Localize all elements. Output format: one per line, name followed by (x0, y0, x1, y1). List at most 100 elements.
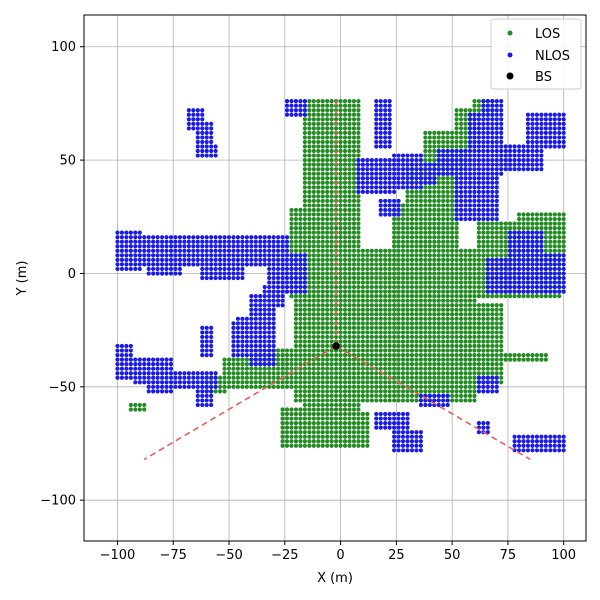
los-point (427, 221, 432, 226)
los-point (508, 221, 513, 226)
nlos-point (490, 262, 495, 267)
nlos-point (463, 162, 468, 167)
los-point (427, 275, 432, 281)
los-point (383, 275, 388, 281)
los-point (400, 298, 406, 303)
nlos-point (521, 257, 526, 262)
los-point (445, 371, 450, 376)
nlos-point (195, 239, 200, 244)
nlos-point (441, 153, 446, 158)
los-point (441, 384, 446, 389)
nlos-point (213, 266, 218, 272)
los-point (329, 294, 334, 299)
nlos-point (490, 162, 495, 167)
nlos-point (267, 334, 272, 340)
los-point (316, 384, 321, 389)
nlos-point (151, 253, 156, 258)
los-point (530, 216, 535, 222)
los-point (481, 221, 486, 226)
los-point (436, 380, 441, 385)
nlos-point (200, 334, 205, 340)
los-point (396, 239, 401, 244)
nlos-point (267, 262, 272, 267)
los-point (450, 321, 455, 326)
los-point (356, 348, 361, 353)
nlos-point (396, 153, 401, 158)
los-point (405, 189, 410, 194)
nlos-point (177, 253, 183, 258)
los-point (240, 371, 245, 376)
los-point (441, 212, 446, 217)
x-tick-label: 0 (336, 548, 344, 563)
los-point (476, 226, 482, 231)
los-point (342, 352, 348, 358)
los-point (458, 375, 464, 380)
los-point (298, 307, 303, 312)
los-point (334, 416, 339, 421)
nlos-point (240, 334, 245, 340)
los-point (400, 235, 406, 240)
los-point (311, 298, 316, 303)
los-point (454, 357, 459, 362)
los-point (307, 339, 312, 344)
los-point (432, 343, 437, 349)
los-point (472, 280, 477, 285)
los-point (432, 198, 437, 204)
nlos-point (472, 162, 477, 167)
nlos-point (525, 135, 531, 140)
nlos-point (378, 171, 383, 176)
los-point (365, 348, 370, 353)
nlos-point (240, 348, 245, 353)
los-point (320, 198, 325, 204)
los-point (383, 307, 388, 312)
los-point (347, 411, 352, 417)
los-point (396, 230, 401, 235)
los-point (392, 343, 397, 349)
nlos-point (298, 257, 303, 262)
los-point (383, 248, 388, 253)
los-point (427, 135, 432, 140)
nlos-point (159, 239, 165, 244)
los-point (427, 366, 432, 371)
los-point (284, 407, 290, 412)
los-point (347, 203, 352, 208)
los-point (302, 248, 307, 253)
los-point (409, 221, 415, 226)
nlos-point (258, 248, 263, 253)
los-point (360, 280, 365, 285)
los-point (503, 253, 508, 258)
los-point (383, 380, 388, 385)
nlos-point (182, 371, 187, 376)
los-point (445, 262, 450, 267)
los-point (342, 289, 348, 294)
los-point (311, 162, 316, 167)
los-point (396, 321, 401, 326)
los-point (311, 407, 316, 412)
los-point (472, 384, 477, 389)
nlos-point (209, 244, 214, 249)
los-point (325, 153, 330, 158)
nlos-point (155, 371, 160, 376)
nlos-point (516, 244, 522, 249)
nlos-point (396, 434, 401, 439)
los-point (423, 148, 428, 154)
los-point (512, 294, 517, 299)
nlos-point (396, 439, 401, 444)
los-point (329, 434, 334, 439)
los-point (441, 280, 446, 285)
nlos-point (200, 248, 205, 253)
nlos-point (195, 393, 200, 398)
los-point (454, 312, 459, 317)
los-point (383, 316, 388, 321)
los-point (325, 189, 330, 194)
nlos-point (530, 244, 535, 249)
los-point (458, 126, 464, 131)
los-point (436, 357, 441, 362)
nlos-point (463, 198, 468, 204)
nlos-point (387, 99, 392, 104)
los-point (338, 135, 343, 140)
los-point (325, 130, 330, 135)
los-point (423, 298, 428, 303)
los-point (316, 253, 321, 258)
nlos-point (557, 439, 562, 444)
